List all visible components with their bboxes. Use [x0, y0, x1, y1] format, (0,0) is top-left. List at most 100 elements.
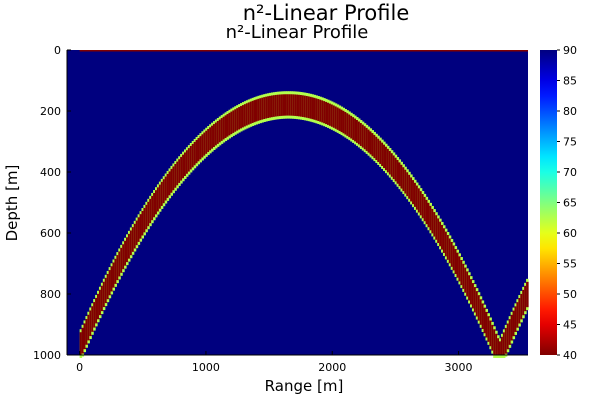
heatmap-cell [214, 122, 218, 146]
heatmap-cell [224, 115, 228, 139]
heatmap-cell [379, 140, 382, 164]
heatmap-cell [292, 94, 295, 116]
heatmap-cell [423, 196, 427, 222]
heatmap-cell [257, 98, 260, 121]
heatmap-cell [520, 293, 523, 320]
heatmap-cell [442, 228, 446, 253]
heatmap-cell [504, 327, 508, 354]
heatmap-cell [197, 138, 201, 162]
heatmap-cell [79, 332, 83, 355]
heatmap-cell [321, 100, 324, 123]
heatmap-cell [330, 104, 334, 127]
heatmap-cell [126, 237, 129, 263]
heatmap-cell [234, 109, 237, 132]
heatmap-cell [166, 173, 170, 198]
heatmap-cell [433, 212, 436, 237]
figure-title: n²-Linear Profile [243, 1, 410, 25]
heatmap-cell [108, 270, 112, 296]
heatmap-cell [212, 124, 216, 148]
heatmap-cell [384, 146, 388, 171]
heatmap-cell [311, 97, 315, 120]
heatmap-cells [79, 50, 529, 358]
heatmap-cell [114, 258, 117, 284]
heatmap-cell [413, 182, 417, 207]
x-tick-label: 2000 [318, 361, 346, 374]
heatmap-cell [189, 146, 193, 170]
heatmap-cell [495, 333, 498, 355]
heatmap-cell [356, 120, 359, 143]
heatmap-cell [272, 95, 276, 117]
heatmap-cell [95, 297, 98, 324]
heatmap-cell [386, 148, 390, 173]
heatmap-cell [98, 289, 102, 316]
heatmap-cell [352, 117, 355, 140]
heatmap-cell [93, 302, 96, 328]
heatmap-cell [261, 97, 264, 120]
heatmap-cell [110, 266, 114, 292]
y-axis-label: Depth [m] [3, 165, 21, 242]
heatmap-cell [172, 166, 175, 191]
x-axis-label: Range [m] [265, 377, 344, 395]
heatmap-cell [216, 121, 220, 144]
heatmap-cell [193, 141, 197, 166]
heatmap-cell [139, 214, 143, 239]
heatmap-cell [410, 177, 413, 202]
heatmap-cell [357, 121, 361, 145]
heatmap-cell [485, 311, 489, 338]
heatmap-cell [303, 95, 307, 118]
heatmap-cell [499, 341, 502, 355]
heatmap-cell [371, 133, 374, 157]
heatmap-cell [412, 180, 415, 205]
heatmap-cell [164, 176, 168, 201]
heatmap-cell [450, 241, 454, 267]
heatmap-cell [458, 256, 461, 282]
colorbar-ticks: 40 45 50 55 60 65 70 75 80 85 90 [557, 44, 577, 362]
colorbar [540, 50, 557, 355]
heatmap-cell [361, 124, 365, 148]
heatmap-cell [296, 94, 299, 117]
heatmap-cell [328, 103, 332, 126]
heatmap-cell [396, 160, 400, 184]
heatmap-cell [178, 159, 181, 183]
heatmap-cell [203, 132, 206, 156]
heatmap-cell [290, 94, 293, 116]
heatmap-cell [170, 168, 173, 193]
colorbar-tick-label: 70 [563, 166, 577, 179]
heatmap-cell [195, 139, 199, 164]
heatmap-cell [100, 285, 104, 312]
heatmap-cell [263, 97, 266, 119]
heatmap-cell [211, 125, 214, 149]
heatmap-cell [431, 208, 434, 234]
heatmap-cell [518, 298, 521, 324]
heatmap-cell [191, 143, 195, 168]
heatmap-cell [435, 215, 438, 240]
heatmap-cell [243, 104, 247, 127]
heatmap-cell [383, 144, 386, 169]
heatmap-cell [444, 231, 448, 257]
heatmap-cell [284, 94, 288, 116]
heatmap-cell [180, 156, 183, 181]
y-tick-label: 800 [40, 288, 61, 301]
heatmap-cell [334, 106, 338, 129]
heatmap-cell [477, 295, 481, 321]
heatmap-cell [317, 99, 320, 122]
heatmap-cell [473, 287, 477, 313]
heatmap-cell [402, 167, 405, 192]
heatmap-cell [207, 128, 210, 153]
heatmap-cell [325, 101, 328, 125]
heatmap-cell [327, 102, 330, 125]
heatmap-cell [156, 187, 160, 212]
heatmap-cell [131, 227, 135, 252]
heatmap-cell [342, 110, 345, 134]
x-tick-label: 3000 [445, 361, 473, 374]
heatmap-cell [315, 98, 318, 121]
heatmap-cell [282, 94, 286, 116]
heatmap-cell [497, 338, 500, 355]
chart-title: n²-Linear Profile [226, 22, 369, 43]
heatmap-cell [348, 114, 351, 138]
heatmap-cell [406, 172, 409, 197]
heatmap-cell [381, 142, 384, 166]
heatmap-cell [448, 238, 452, 264]
y-tick-label: 600 [40, 227, 61, 240]
